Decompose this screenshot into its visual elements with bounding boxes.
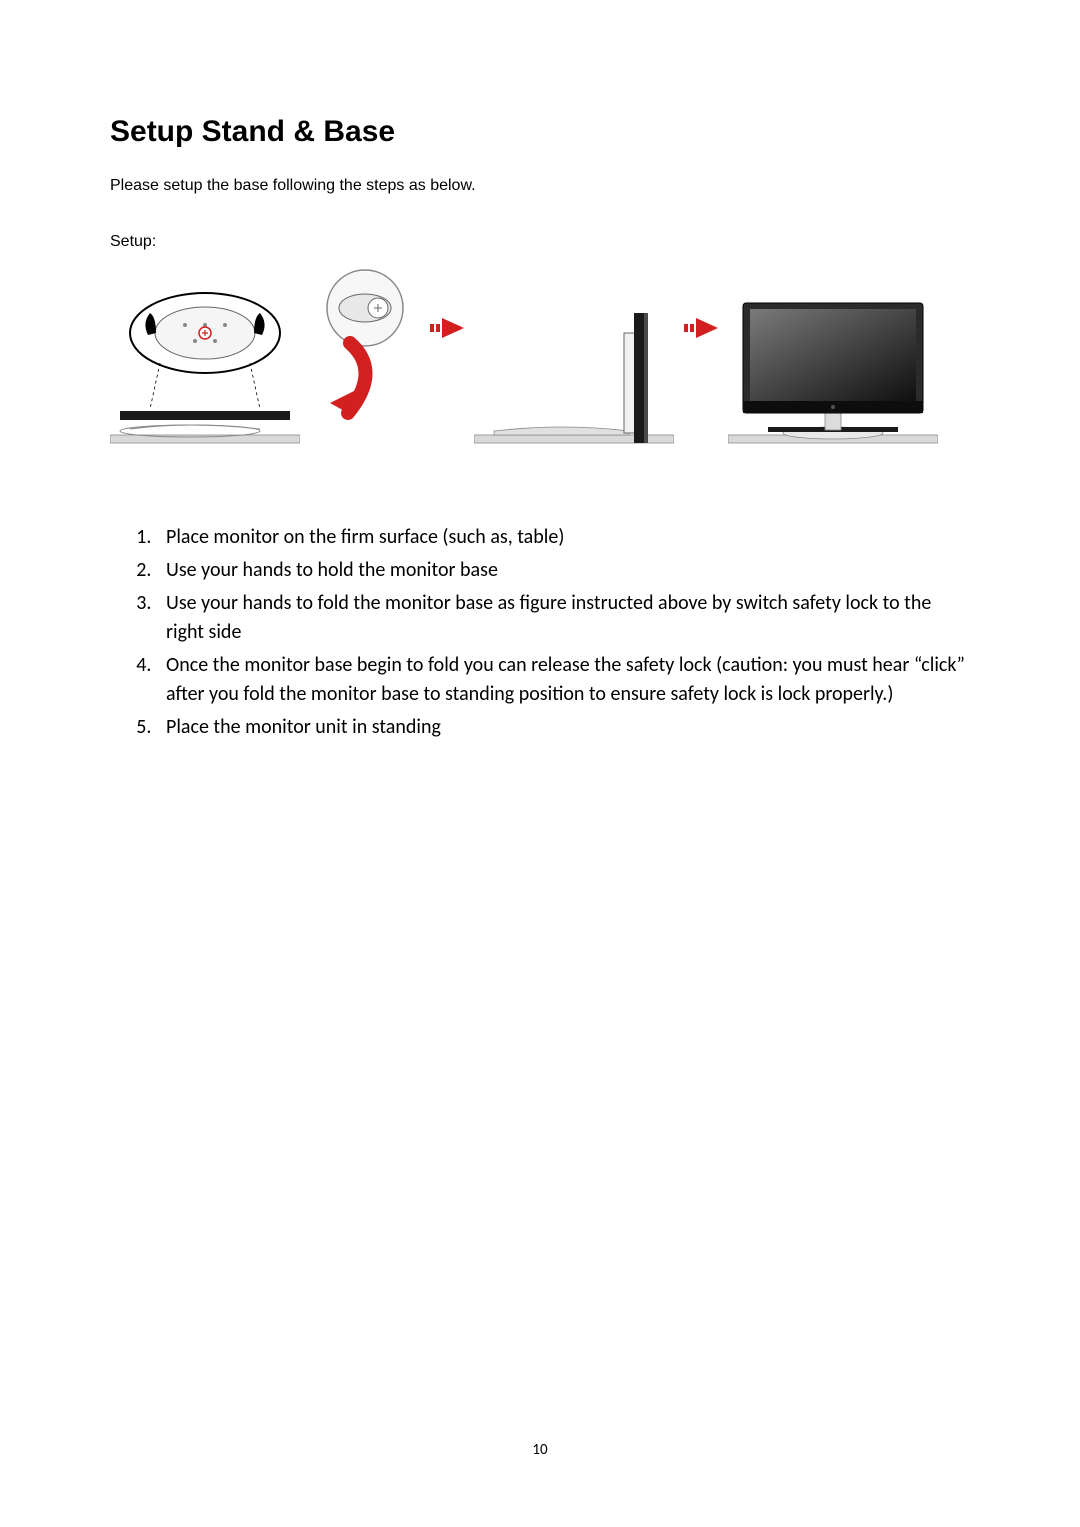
monitor-flat-illustration [110, 263, 300, 453]
steps-list: Place monitor on the firm surface (such … [110, 523, 970, 742]
diagram-panel-3 [728, 263, 938, 453]
step-item: Place monitor on the firm surface (such … [156, 523, 970, 552]
setup-label: Setup: [110, 233, 970, 251]
step-item: Place the monitor unit in standing [156, 713, 970, 742]
diagram-lock-zoom [310, 263, 420, 453]
monitor-standing-illustration [728, 263, 938, 453]
monitor-folding-illustration [474, 263, 674, 453]
diagram-panel-1 [110, 263, 300, 453]
step-item: Once the monitor base begin to fold you … [156, 651, 970, 709]
step-item: Use your hands to hold the monitor base [156, 556, 970, 585]
setup-diagram [110, 263, 970, 453]
page-title: Setup Stand & Base [110, 115, 970, 149]
arrow-right-icon [684, 316, 718, 340]
page-number: 10 [0, 1441, 1080, 1459]
document-page: Setup Stand & Base Please setup the base… [0, 0, 1080, 1527]
intro-text: Please setup the base following the step… [110, 177, 970, 195]
diagram-panel-2 [474, 263, 674, 453]
lock-zoom-illustration [310, 263, 420, 453]
step-item: Use your hands to fold the monitor base … [156, 589, 970, 647]
arrow-right-icon [430, 316, 464, 340]
